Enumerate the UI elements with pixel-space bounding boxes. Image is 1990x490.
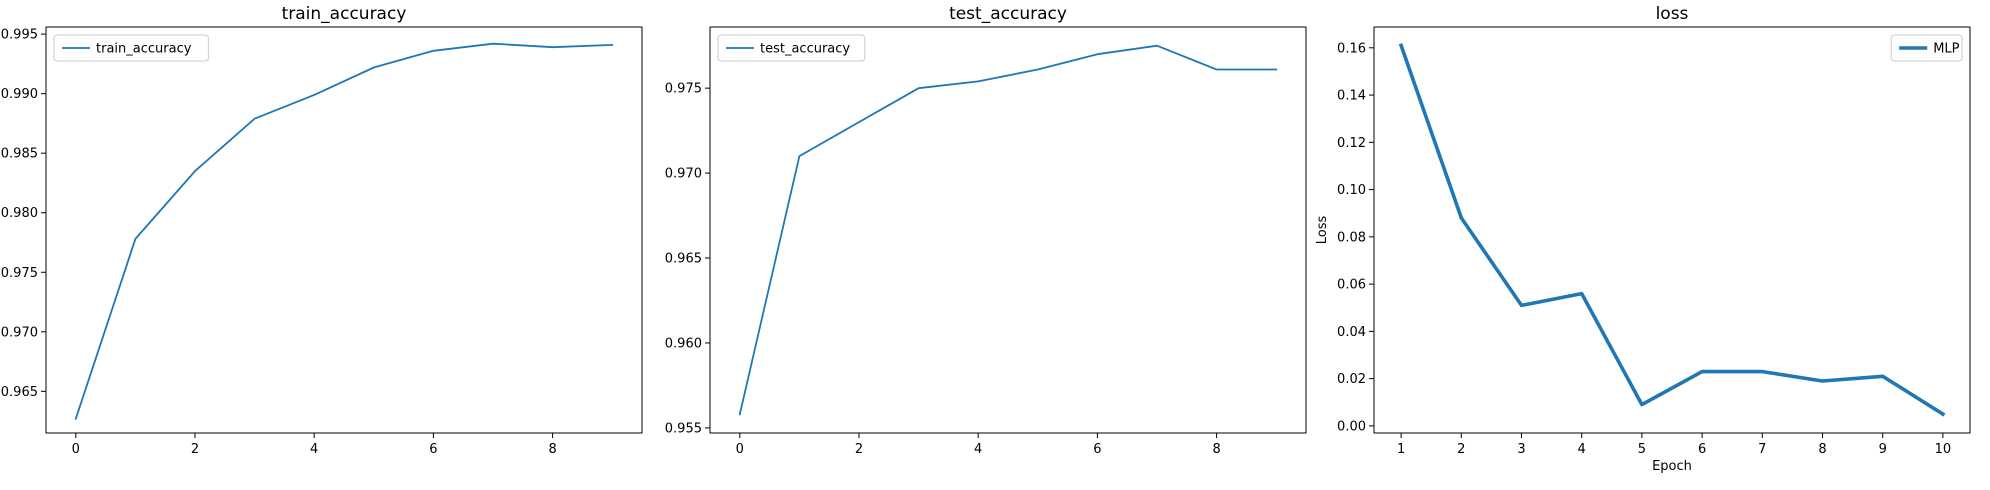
plot-frame [1373,26,1971,434]
y-tick-label: 0.990 [1,87,38,102]
y-tick-label: 0.970 [665,167,702,182]
series-line-train_accuracy [74,42,614,420]
x-tick-label: 6 [429,442,437,457]
legend-label: test_accuracy [760,42,850,57]
y-tick-label: 0.970 [1,325,38,340]
plot-frame [709,26,1307,434]
x-tick-label: 4 [1578,442,1586,457]
y-tick-label: 0.975 [665,82,702,97]
x-tick-label: 2 [191,442,199,457]
y-tick-label: 0.10 [1337,183,1366,198]
x-tick-label: 10 [1935,442,1952,457]
x-axis-label: Epoch [1652,459,1692,474]
y-tick-label: 0.980 [1,206,38,221]
y-tick-label: 0.06 [1337,278,1366,293]
chart-panel-2: test_accuracy 0 2 4 6 8 0.955 0.960 0.965 0.970 0.… [665,4,1307,457]
x-tick-label: 0 [72,442,80,457]
legend-label: MLP [1933,42,1959,57]
chart-panel-1: train_accuracy 0 2 4 6 8 0.965 0.970 0.975 0.980 0… [1,4,643,457]
y-tick-label: 0.04 [1337,325,1366,340]
y-tick-label: 0.00 [1337,419,1366,434]
x-tick-label: 0 [736,442,744,457]
x-tick-label: 6 [1093,442,1101,457]
chart-panel-3: loss 1 2 3 4 5 6 7 8 9 10 0.00 0.02 0.04 0.06 0.08 0.10 0… [1315,4,1971,474]
x-tick-label: 8 [548,442,556,457]
y-tick-label: 0.965 [1,385,38,400]
x-tick-label: 9 [1879,442,1887,457]
y-axis-label: Loss [1315,216,1330,245]
legend-box [53,34,209,62]
y-tick-label: 0.16 [1337,41,1366,56]
y-tick-label: 0.08 [1337,230,1366,245]
x-tick-label: 8 [1212,442,1220,457]
legend-box [717,34,866,62]
x-tick-label: 5 [1638,442,1646,457]
y-tick-label: 0.995 [1,28,38,43]
y-tick-label: 0.12 [1337,136,1366,151]
chart-title: test_accuracy [949,4,1067,24]
y-tick-label: 0.02 [1337,372,1366,387]
y-tick-label: 0.14 [1337,89,1366,104]
x-tick-label: 7 [1758,442,1766,457]
y-tick-label: 0.965 [665,252,702,267]
series-line-test_accuracy [738,44,1278,416]
y-tick-label: 0.955 [665,421,702,436]
x-tick-label: 2 [855,442,863,457]
x-tick-label: 6 [1698,442,1706,457]
chart-title: loss [1656,4,1689,24]
x-tick-label: 4 [310,442,318,457]
chart-title: train_accuracy [282,4,407,24]
y-tick-label: 0.960 [665,336,702,351]
legend-label: train_accuracy [96,42,192,57]
series-line-MLP [1398,43,1946,417]
x-tick-label: 2 [1457,442,1465,457]
x-tick-label: 3 [1517,442,1525,457]
x-tick-label: 8 [1818,442,1826,457]
plot-frame [45,26,643,434]
x-tick-label: 4 [974,442,982,457]
x-tick-label: 1 [1397,442,1405,457]
y-tick-label: 0.975 [1,266,38,281]
y-tick-label: 0.985 [1,147,38,162]
